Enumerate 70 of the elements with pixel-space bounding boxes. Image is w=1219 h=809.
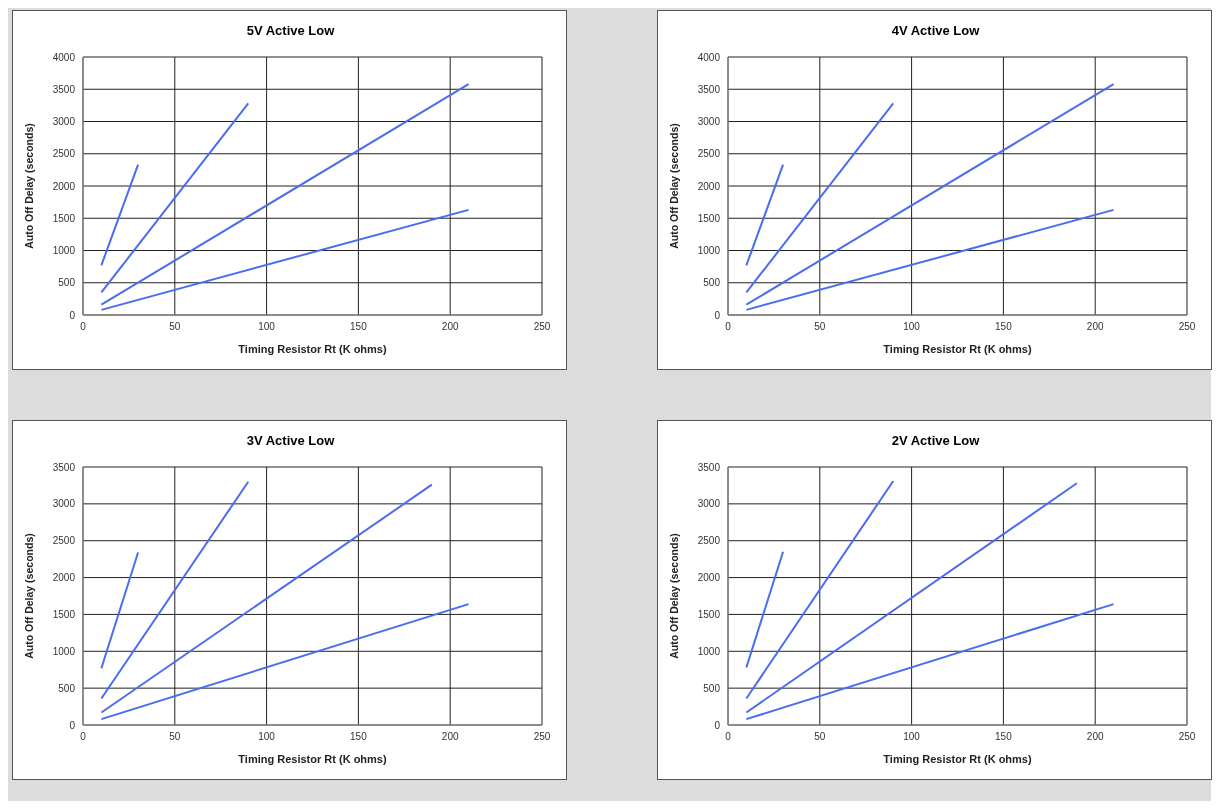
y-tick-label: 4000	[52, 51, 76, 63]
x-tick-label: 100	[903, 321, 921, 333]
y-tick-label: 0	[714, 309, 721, 321]
x-tick-label: 150	[350, 731, 368, 743]
y-tick-label: 2500	[52, 148, 76, 160]
x-tick-label: 0	[725, 731, 732, 743]
y-tick-label: 3000	[52, 116, 76, 128]
y-tick-label: 2000	[52, 572, 76, 584]
x-tick-label: 0	[725, 321, 732, 333]
x-tick-label: 150	[350, 321, 368, 333]
y-tick-label: 3000	[52, 498, 76, 510]
y-tick-label: 2000	[697, 180, 721, 192]
y-tick-label: 4000	[697, 51, 721, 63]
y-tick-label: 2500	[697, 535, 721, 547]
x-axis-title: Timing Resistor Rt (K ohms)	[238, 343, 387, 355]
y-tick-label: 0	[714, 719, 721, 731]
y-tick-label: 2000	[52, 180, 76, 192]
y-tick-label: 3000	[697, 116, 721, 128]
y-tick-label: 2500	[697, 148, 721, 160]
x-tick-label: 200	[1086, 731, 1104, 743]
x-tick-label: 50	[814, 731, 826, 743]
x-axis-title: Timing Resistor Rt (K ohms)	[883, 343, 1032, 355]
x-tick-label: 200	[1086, 321, 1104, 333]
y-axis-title: Auto Off Delay (seconds)	[22, 533, 35, 659]
y-tick-label: 2500	[52, 535, 76, 547]
x-tick-label: 200	[441, 321, 459, 333]
x-tick-label: 250	[1178, 731, 1196, 743]
x-tick-label: 0	[80, 731, 87, 743]
x-tick-label: 250	[1178, 321, 1196, 333]
x-axis-title: Timing Resistor Rt (K ohms)	[883, 753, 1032, 765]
y-tick-label: 1000	[52, 245, 76, 257]
y-tick-label: 0	[69, 309, 76, 321]
y-tick-label: 3500	[52, 461, 76, 473]
x-axis-title: Timing Resistor Rt (K ohms)	[238, 753, 387, 765]
y-axis-title: Auto Off Delay (seconds)	[667, 123, 680, 249]
y-tick-label: 3500	[697, 461, 721, 473]
y-tick-label: 1500	[697, 608, 721, 620]
y-tick-label: 500	[58, 277, 76, 289]
y-tick-label: 3500	[697, 83, 721, 95]
y-tick-label: 2000	[697, 572, 721, 584]
y-tick-label: 1500	[697, 212, 721, 224]
x-tick-label: 100	[258, 321, 276, 333]
x-tick-label: 250	[533, 731, 551, 743]
y-tick-label: 1500	[52, 212, 76, 224]
chart-title: 2V Active Low	[890, 433, 981, 448]
y-tick-label: 3500	[52, 83, 76, 95]
y-tick-label: 500	[58, 682, 76, 694]
y-tick-label: 0	[69, 719, 76, 731]
x-tick-label: 100	[258, 731, 276, 743]
y-tick-label: 1500	[52, 608, 76, 620]
x-tick-label: 150	[995, 321, 1013, 333]
x-tick-label: 50	[169, 321, 181, 333]
y-axis-title: Auto Off Delay (seconds)	[22, 123, 35, 249]
chart-title: 3V Active Low	[245, 433, 336, 448]
y-tick-label: 500	[703, 277, 721, 289]
y-tick-label: 3000	[697, 498, 721, 510]
y-tick-label: 500	[703, 682, 721, 694]
x-tick-label: 150	[995, 731, 1013, 743]
x-tick-label: 50	[169, 731, 181, 743]
x-tick-label: 250	[533, 321, 551, 333]
y-axis-title: Auto Off Delay (seconds)	[667, 533, 680, 659]
x-tick-label: 200	[441, 731, 459, 743]
chart-title: 4V Active Low	[890, 23, 981, 38]
x-tick-label: 0	[80, 321, 87, 333]
chart-title: 5V Active Low	[245, 23, 336, 38]
y-tick-label: 1000	[697, 645, 721, 657]
x-tick-label: 100	[903, 731, 921, 743]
y-tick-label: 1000	[697, 245, 721, 257]
x-tick-label: 50	[814, 321, 826, 333]
y-tick-label: 1000	[52, 645, 76, 657]
